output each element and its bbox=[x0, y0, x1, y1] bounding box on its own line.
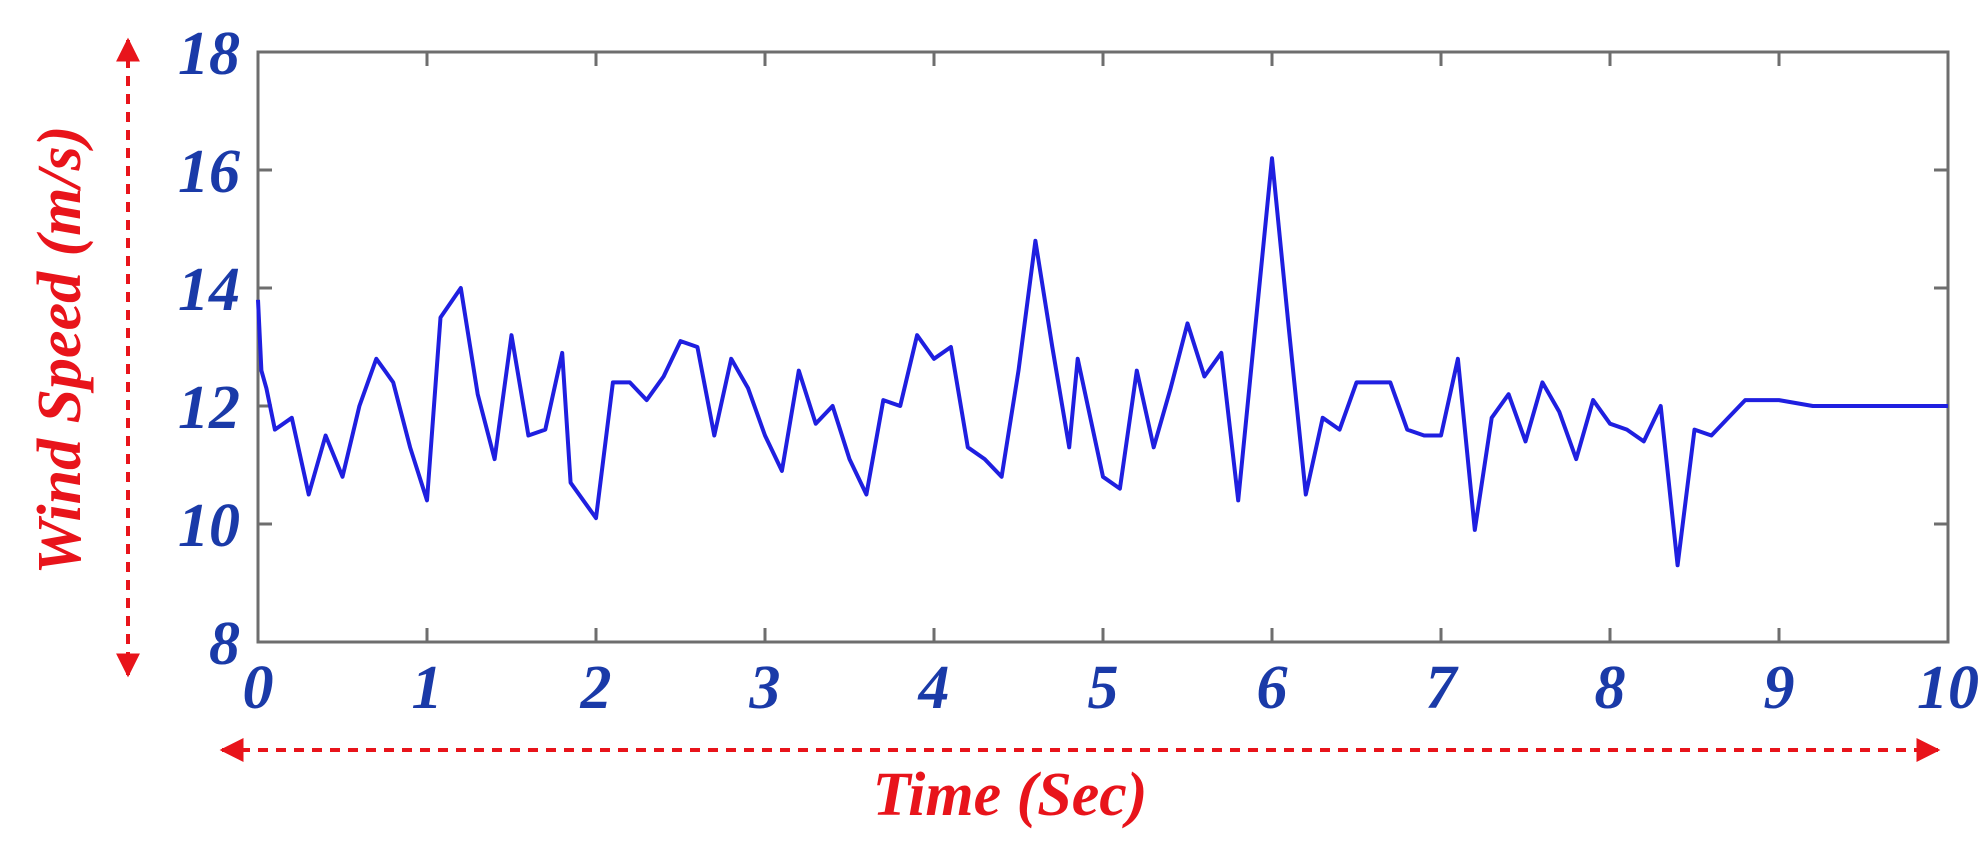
x-tick-label: 4 bbox=[918, 654, 950, 722]
x-tick-label: 1 bbox=[412, 654, 443, 722]
y-tick-labels: 8 10 12 14 16 18 bbox=[178, 20, 240, 678]
y-tick-label: 10 bbox=[178, 492, 240, 560]
x-tick-label: 6 bbox=[1257, 654, 1288, 722]
y-axis-title: Wind Speed (m/s) bbox=[26, 126, 94, 575]
x-tick-label: 8 bbox=[1595, 654, 1626, 722]
x-tick-label: 10 bbox=[1917, 654, 1979, 722]
x-tick-label: 2 bbox=[580, 654, 612, 722]
y-tick-label: 8 bbox=[209, 610, 240, 678]
y-tick-label: 18 bbox=[178, 20, 240, 88]
wind-speed-series-line bbox=[256, 156, 1948, 568]
y-tick-label: 12 bbox=[178, 374, 240, 442]
x-tick-label: 0 bbox=[243, 654, 274, 722]
y-tick-label: 14 bbox=[178, 256, 240, 324]
x-tick-label: 7 bbox=[1426, 654, 1460, 722]
y-tick-label: 16 bbox=[178, 138, 240, 206]
x-tick-label: 9 bbox=[1764, 654, 1795, 722]
x-tick-label: 5 bbox=[1088, 654, 1119, 722]
x-tick-label: 3 bbox=[749, 654, 781, 722]
x-tick-labels: 0 1 2 3 4 5 6 7 8 9 10 bbox=[243, 654, 1979, 722]
x-axis-title: Time (Sec) bbox=[873, 761, 1148, 829]
